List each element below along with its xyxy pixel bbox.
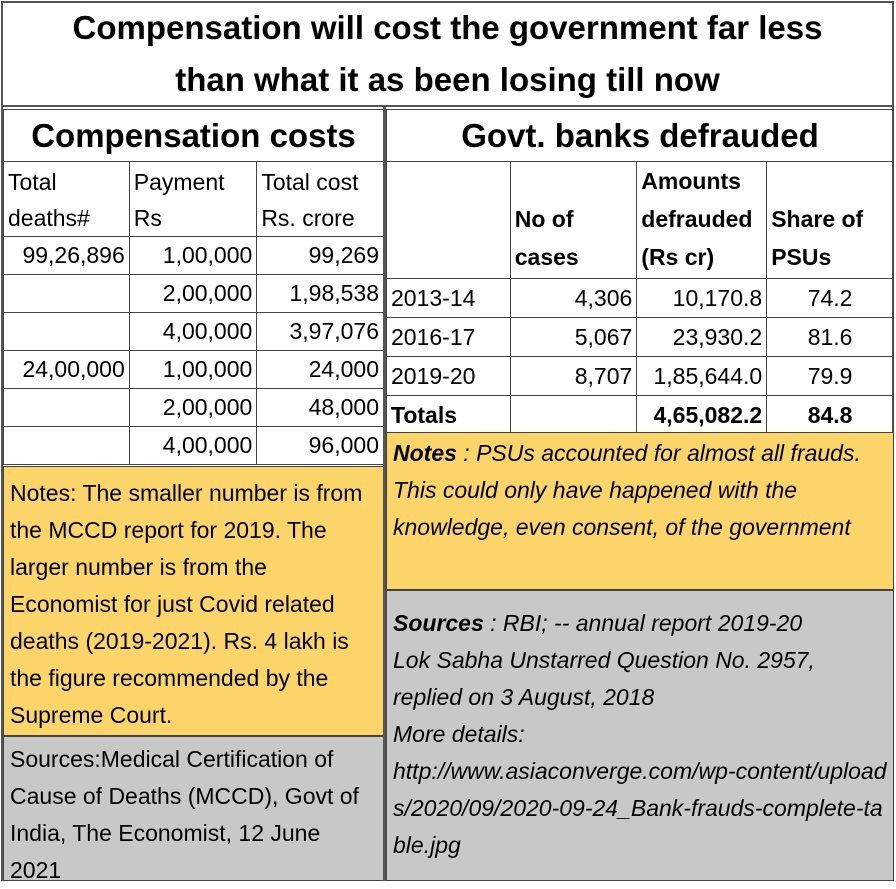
compensation-table: Compensation costs Total deaths# Payment R… [3, 109, 384, 465]
compensation-sources-text: Sources:Medical Certification of Cause o… [10, 746, 359, 883]
table-row: 2019-20 8,707 1,85,644.0 79.9 [386, 356, 894, 396]
header-share-of-psus: Share of PSUs [766, 161, 894, 279]
share-cell: 79.9 [766, 356, 894, 396]
fraud-table: Govt. banks defrauded No of cases Amounts… [386, 109, 894, 435]
fraud-heading: Govt. banks defrauded [386, 109, 894, 162]
table-row: 4,00,000 96,000 [3, 426, 384, 465]
fraud-sources-line-2: Lok Sabha Unstarred Question No. 2957, [393, 647, 815, 673]
cost-cell: 24,000 [256, 350, 384, 389]
deaths-cell: 24,00,000 [3, 350, 130, 389]
cases-cell: 4,306 [509, 278, 638, 318]
totals-share: 84.8 [766, 395, 894, 435]
fraud-notes-text: : PSUs accounted for almost all frauds. … [393, 440, 861, 540]
totals-cases [509, 395, 638, 435]
table-row: 99,26,896 1,00,000 99,269 [3, 236, 384, 275]
fraud-sources: Sources : RBI; -- annual report 2019-20 … [386, 590, 894, 881]
deaths-cell [3, 312, 130, 351]
fraud-sources-line-4: More details: [393, 721, 525, 747]
cost-cell: 3,97,076 [256, 312, 384, 351]
compensation-notes: Notes: The smaller number is from the MC… [3, 466, 384, 736]
deaths-cell: 99,26,896 [3, 236, 130, 275]
year-cell: 2016-17 [386, 317, 511, 357]
payment-cell: 1,00,000 [128, 236, 258, 275]
cost-cell: 48,000 [256, 388, 384, 427]
cases-cell: 5,067 [509, 317, 638, 357]
share-cell: 74.2 [766, 278, 894, 318]
fraud-sources-line-1: : RBI; -- annual report 2019-20 [483, 610, 803, 636]
header-payment: Payment Rs [128, 161, 258, 237]
cost-cell: 96,000 [256, 426, 384, 465]
table-row: 2,00,000 48,000 [3, 388, 384, 427]
payment-cell: 4,00,000 [128, 426, 258, 465]
compensation-heading: Compensation costs [3, 109, 384, 162]
share-cell: 81.6 [766, 317, 894, 357]
page-title: Compensation will cost the government fa… [3, 3, 892, 107]
header-amounts-defrauded: Amounts defrauded (Rs cr) [636, 161, 768, 279]
fraud-sources-line-3: replied on 3 August, 2018 [393, 684, 655, 710]
cases-cell: 8,707 [509, 356, 638, 396]
deaths-cell [3, 426, 130, 465]
table-row: 4,00,000 3,97,076 [3, 312, 384, 351]
header-no-of-cases: No of cases [509, 161, 638, 279]
table-row: 2016-17 5,067 23,930.2 81.6 [386, 317, 894, 357]
fraud-notes-label: Notes [393, 440, 457, 466]
compensation-sources: Sources:Medical Certification of Cause o… [3, 736, 384, 883]
header-total-deaths: Total deaths# [3, 161, 130, 237]
header-total-cost: Total cost Rs. crore [256, 161, 384, 237]
title-line-1: Compensation will cost the government fa… [72, 9, 823, 46]
table-row: 2,00,000 1,98,538 [3, 274, 384, 313]
table-row: 2013-14 4,306 10,170.8 74.2 [386, 278, 894, 318]
payment-cell: 2,00,000 [128, 274, 258, 313]
totals-label: Totals [386, 395, 511, 435]
payment-cell: 1,00,000 [128, 350, 258, 389]
compensation-notes-text: Notes: The smaller number is from the MC… [10, 480, 363, 728]
title-line-2: than what it as been losing till now [175, 61, 720, 98]
totals-row: Totals 4,65,082.2 84.8 [386, 395, 894, 435]
amount-cell: 1,85,644.0 [636, 356, 768, 396]
deaths-cell [3, 274, 130, 313]
fraud-notes: Notes : PSUs accounted for almost all fr… [386, 432, 894, 590]
fraud-sources-label: Sources [393, 610, 484, 636]
table-row: 24,00,000 1,00,000 24,000 [3, 350, 384, 389]
column-divider [383, 107, 386, 881]
payment-cell: 4,00,000 [128, 312, 258, 351]
deaths-cell [3, 388, 130, 427]
fraud-sources-url: http://www.asiaconverge.com/wp-content/u… [393, 758, 887, 858]
amount-cell: 23,930.2 [636, 317, 768, 357]
year-cell: 2013-14 [386, 278, 511, 318]
amount-cell: 10,170.8 [636, 278, 768, 318]
cost-cell: 1,98,538 [256, 274, 384, 313]
totals-amount: 4,65,082.2 [636, 395, 768, 435]
cost-cell: 99,269 [256, 236, 384, 275]
header-year [386, 161, 511, 279]
payment-cell: 2,00,000 [128, 388, 258, 427]
year-cell: 2019-20 [386, 356, 511, 396]
